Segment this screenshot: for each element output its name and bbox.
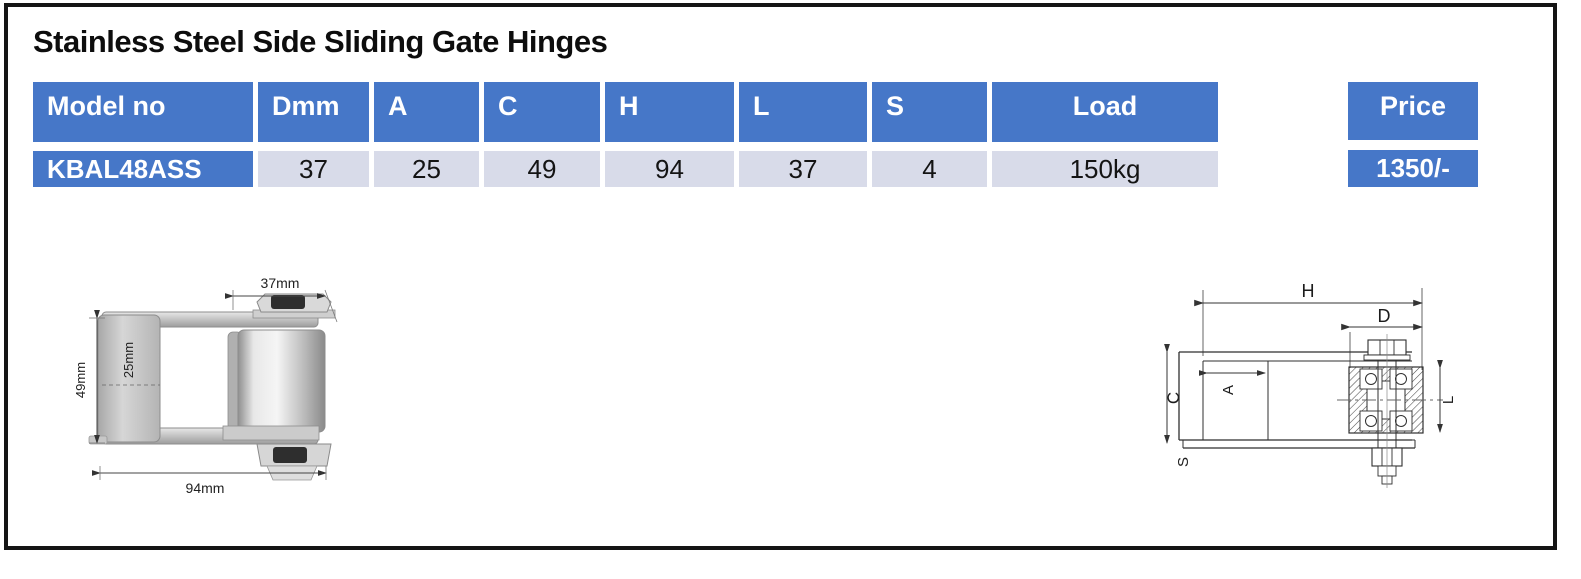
col-header-l: L bbox=[739, 82, 867, 142]
cell-l: 37 bbox=[739, 151, 867, 187]
price-table: Price 1350/- bbox=[1348, 82, 1478, 187]
spec-table: Model no Dmm A C H L S Load KBAL48ASS 37… bbox=[33, 82, 1218, 187]
top-nut-facet bbox=[271, 295, 305, 309]
cell-price: 1350/- bbox=[1348, 150, 1478, 187]
cell-model-no: KBAL48ASS bbox=[33, 151, 253, 187]
dim-d-label: D bbox=[1378, 306, 1391, 326]
col-header-a: A bbox=[374, 82, 479, 142]
dim-49mm-label: 49mm bbox=[73, 362, 88, 398]
dim-l-label: L bbox=[1440, 396, 1457, 404]
col-header-load: Load bbox=[992, 82, 1218, 142]
col-header-h: H bbox=[605, 82, 734, 142]
col-header-dmm: Dmm bbox=[258, 82, 369, 142]
dim-25mm-label: 25mm bbox=[121, 342, 136, 378]
bearing-top-right bbox=[1389, 368, 1413, 390]
cell-h: 94 bbox=[605, 151, 734, 187]
hinge-photo-drawing: 37mm 49mm 25mm 94mm bbox=[73, 275, 338, 496]
dim-94mm-label: 94mm bbox=[186, 480, 225, 496]
cell-load: 150kg bbox=[992, 151, 1218, 187]
bottom-nut-facet bbox=[273, 447, 307, 463]
cell-c: 49 bbox=[484, 151, 600, 187]
dim-s-label: S bbox=[1175, 457, 1192, 467]
col-header-s: S bbox=[872, 82, 987, 142]
roller-cylinder bbox=[237, 329, 326, 433]
dim-a-label: A bbox=[1220, 385, 1237, 395]
col-header-price: Price bbox=[1348, 82, 1478, 140]
col-header-c: C bbox=[484, 82, 600, 142]
dim-37mm-label: 37mm bbox=[261, 275, 300, 291]
dim-h-label: H bbox=[1302, 281, 1315, 301]
bottom-plate bbox=[222, 425, 320, 441]
bearing-top-left bbox=[1359, 368, 1383, 390]
bearing-bottom-left bbox=[1359, 410, 1383, 432]
bearing-bottom-right bbox=[1389, 410, 1413, 432]
cell-s: 4 bbox=[872, 151, 987, 187]
cell-a: 25 bbox=[374, 151, 479, 187]
cell-dmm: 37 bbox=[258, 151, 369, 187]
hinge-schematic-drawing: H D A C S bbox=[1164, 281, 1457, 488]
dim-c-label: C bbox=[1164, 392, 1183, 404]
page-title: Stainless Steel Side Sliding Gate Hinges bbox=[33, 24, 608, 59]
col-header-model: Model no bbox=[33, 82, 253, 142]
dim-ext-37mm-right bbox=[324, 289, 338, 323]
